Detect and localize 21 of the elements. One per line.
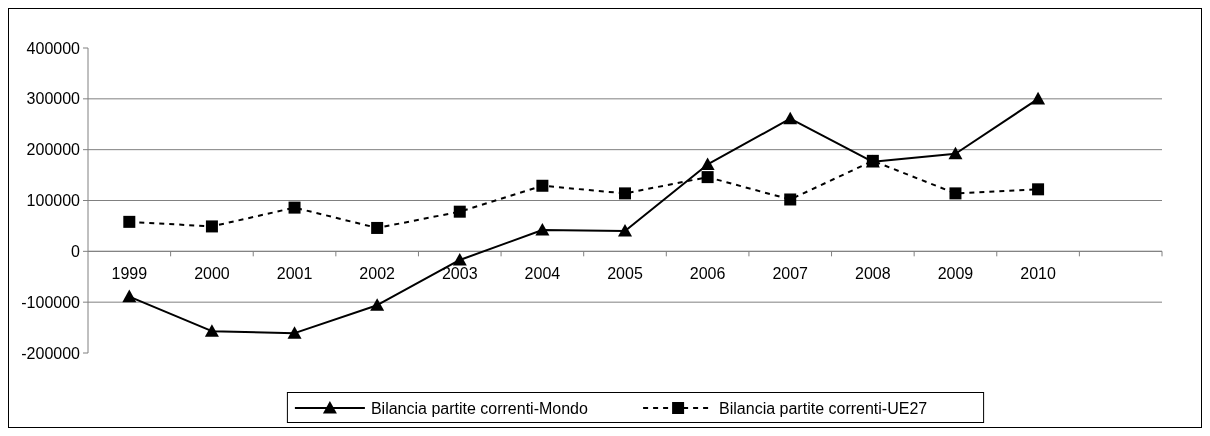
x-tick-label: 1999 bbox=[111, 265, 148, 283]
x-tick-label: 2008 bbox=[855, 265, 891, 283]
y-tick-label: 0 bbox=[71, 242, 81, 260]
x-tick-label: 2001 bbox=[276, 265, 313, 283]
x-tick-label: 2007 bbox=[772, 265, 809, 283]
x-tick-label: 2004 bbox=[524, 265, 561, 283]
x-tick-label: 2002 bbox=[359, 265, 396, 283]
x-tick-label: 2006 bbox=[689, 265, 726, 283]
x-tick-label: 2003 bbox=[441, 265, 478, 283]
legend-label: Bilancia partite correnti-Mondo bbox=[370, 399, 588, 417]
x-tick-label: 2005 bbox=[607, 265, 643, 283]
x-tick-label: 2010 bbox=[1020, 265, 1056, 283]
y-tick-label: -100000 bbox=[21, 293, 81, 311]
legend-label: Bilancia partite correnti-UE27 bbox=[719, 399, 928, 417]
y-tick-label: -200000 bbox=[21, 344, 81, 362]
x-tick-label: 2009 bbox=[937, 265, 974, 283]
y-tick-label: 400000 bbox=[26, 39, 81, 57]
y-tick-label: 200000 bbox=[26, 141, 81, 159]
y-tick-label: 100000 bbox=[26, 192, 81, 210]
x-tick-label: 2000 bbox=[194, 265, 230, 283]
y-tick-label: 300000 bbox=[26, 90, 81, 108]
